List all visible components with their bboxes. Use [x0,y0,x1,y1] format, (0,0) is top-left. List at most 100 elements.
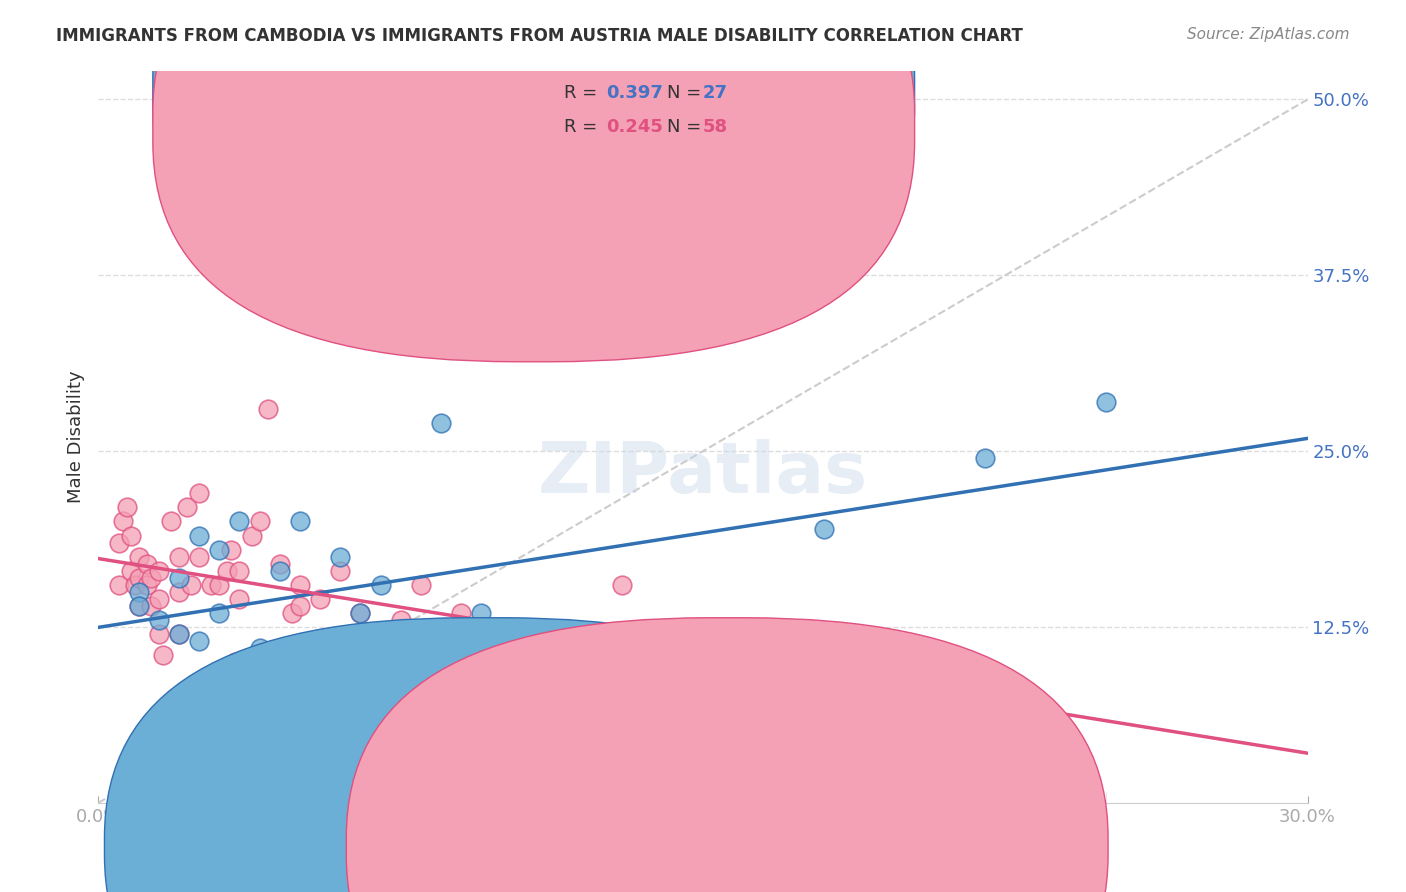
Point [281,606,304,620]
Point [370,725,392,739]
FancyBboxPatch shape [503,68,830,148]
Point [256,401,278,416]
FancyBboxPatch shape [153,0,915,362]
Point [288,578,311,592]
Point [530,627,553,641]
Point [221,542,243,557]
Point [139,571,162,585]
Y-axis label: Male Disability: Male Disability [66,371,84,503]
Point [152,648,174,662]
Point [450,606,472,620]
Point [651,648,673,662]
Point [188,486,211,500]
Point [167,627,190,641]
Point [430,634,453,648]
Point [893,662,915,676]
Point [491,669,513,683]
Point [208,542,231,557]
Point [107,578,129,592]
Point [135,557,157,571]
Point [148,613,170,627]
Point [128,571,150,585]
Point [974,683,997,698]
Point [217,564,239,578]
Point [470,606,492,620]
Point [974,451,997,466]
Point [167,571,190,585]
Point [288,599,311,613]
Point [124,578,146,592]
Point [349,606,371,620]
Text: Immigrants from Cambodia: Immigrants from Cambodia [432,838,659,855]
Text: Immigrants from Austria: Immigrants from Austria [699,838,901,855]
Point [176,500,198,515]
Point [409,578,432,592]
Point [128,599,150,613]
Text: R =: R = [564,118,603,136]
Point [309,591,332,606]
Point [135,578,157,592]
Point [188,528,211,542]
Point [571,662,593,676]
Point [249,655,271,669]
Point [228,515,250,529]
Point [180,578,202,592]
Point [160,515,183,529]
FancyBboxPatch shape [153,0,915,327]
Point [128,599,150,613]
Point [148,627,170,641]
Text: 27: 27 [703,84,728,102]
Point [269,564,291,578]
Text: N =: N = [666,84,707,102]
Point [612,578,634,592]
Text: 58: 58 [703,118,728,136]
Point [389,613,412,627]
Point [167,549,190,564]
Point [370,578,392,592]
Point [188,549,211,564]
Text: Source: ZipAtlas.com: Source: ZipAtlas.com [1187,27,1350,42]
Text: 0.397: 0.397 [606,84,664,102]
Point [288,515,311,529]
Point [128,584,150,599]
Point [107,535,129,549]
Text: IMMIGRANTS FROM CAMBODIA VS IMMIGRANTS FROM AUSTRIA MALE DISABILITY CORRELATION : IMMIGRANTS FROM CAMBODIA VS IMMIGRANTS F… [56,27,1024,45]
FancyBboxPatch shape [346,618,1108,892]
Point [240,528,263,542]
Point [491,662,513,676]
Point [530,662,553,676]
Point [167,627,190,641]
Text: N =: N = [666,118,707,136]
Point [733,655,755,669]
Point [692,655,714,669]
Text: ZIPatlas: ZIPatlas [538,439,868,508]
Point [200,578,222,592]
Point [1095,395,1118,409]
Point [329,564,352,578]
Point [349,648,371,662]
Text: 0.245: 0.245 [606,118,664,136]
Text: R =: R = [564,84,603,102]
FancyBboxPatch shape [104,618,866,892]
Point [208,606,231,620]
Point [349,606,371,620]
Point [409,634,432,648]
Point [813,683,835,698]
Point [329,549,352,564]
Point [249,515,271,529]
Point [228,591,250,606]
Point [167,584,190,599]
Point [139,599,162,613]
Point [813,521,835,535]
Point [188,634,211,648]
Point [115,500,138,515]
Point [111,515,134,529]
Point [430,416,453,430]
Point [128,549,150,564]
Point [249,641,271,656]
Point [120,564,142,578]
Point [224,655,246,669]
Point [148,564,170,578]
Point [148,591,170,606]
Point [208,578,231,592]
